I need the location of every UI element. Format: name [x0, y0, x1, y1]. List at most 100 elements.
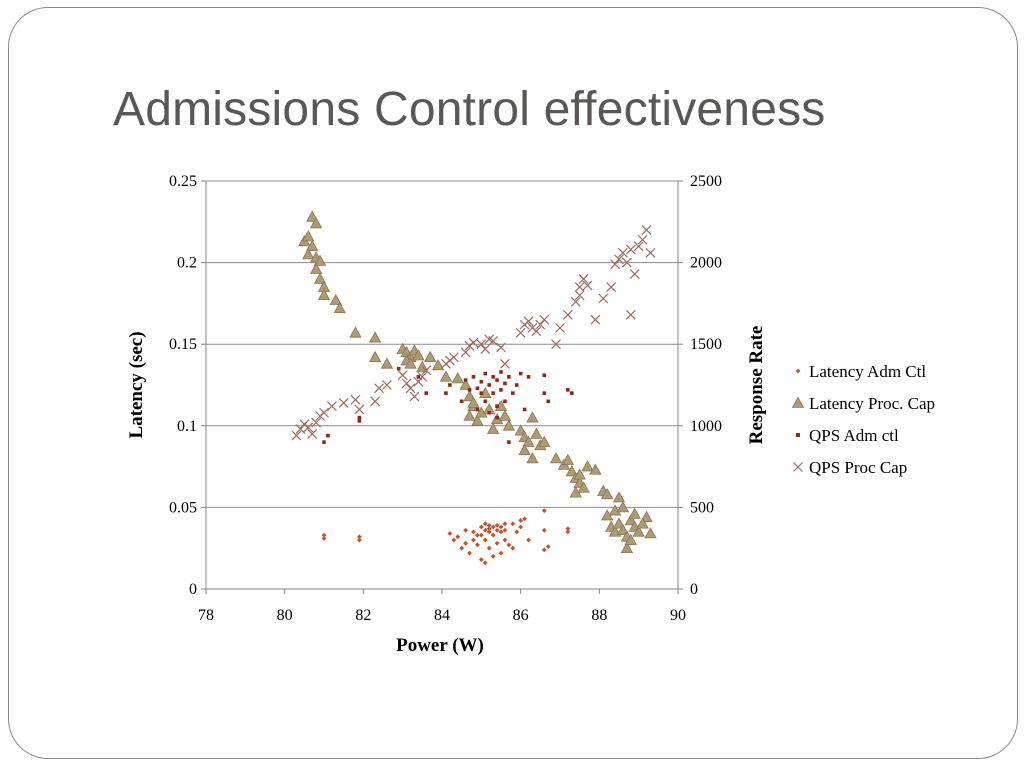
data-point: [636, 517, 649, 529]
data-point: [498, 409, 512, 421]
data-point: [491, 391, 495, 395]
legend-label: Latency Proc. Cap: [809, 394, 935, 413]
data-point: [463, 378, 468, 382]
data-point: [494, 527, 500, 533]
slide-frame: [8, 7, 1018, 759]
data-point: [606, 282, 617, 293]
data-point: [303, 422, 314, 433]
legend-label: Latency Adm Ctl: [809, 362, 926, 381]
y2-axis-title: Response Rate: [746, 326, 767, 445]
data-point: [641, 225, 652, 235]
data-point: [380, 357, 394, 369]
data-point: [319, 407, 329, 418]
data-point: [526, 537, 531, 543]
data-point: [551, 339, 561, 350]
data-point: [413, 376, 424, 387]
data-point: [494, 522, 500, 528]
data-point: [448, 352, 459, 363]
data-point: [307, 429, 318, 439]
data-point: [311, 417, 322, 428]
data-point: [309, 217, 323, 229]
data-point: [412, 349, 425, 361]
data-point: [306, 210, 319, 222]
legend-marker: [793, 462, 803, 472]
data-point: [569, 486, 582, 498]
data-point: [490, 524, 496, 530]
data-point: [463, 409, 476, 421]
data-point: [538, 435, 551, 447]
data-point: [475, 386, 480, 391]
data-point: [494, 540, 500, 546]
data-point: [475, 532, 480, 538]
data-point: [640, 510, 653, 522]
data-point: [421, 365, 432, 376]
data-point: [468, 337, 479, 348]
data-point: [482, 527, 488, 533]
data-point: [541, 527, 547, 533]
data-point: [321, 536, 327, 541]
data-point: [439, 370, 453, 382]
data-point: [522, 516, 527, 522]
data-point: [541, 547, 547, 553]
data-point: [357, 534, 362, 540]
x-tick-label: 82: [355, 607, 371, 624]
data-point: [382, 380, 392, 390]
data-point: [526, 375, 531, 379]
data-point: [522, 407, 527, 412]
data-point: [480, 344, 491, 355]
data-point: [502, 537, 508, 543]
data-point: [546, 399, 550, 404]
x-tick-label: 80: [277, 607, 293, 624]
legend-label: QPS Proc Cap: [809, 458, 907, 477]
data-point: [349, 326, 362, 338]
data-point: [549, 452, 563, 464]
y-tick-label: 0.05: [169, 499, 197, 516]
data-point: [479, 379, 484, 384]
data-point: [459, 399, 464, 404]
data-point: [500, 358, 510, 369]
data-point: [295, 424, 306, 434]
legend-label: QPS Adm ctl: [809, 426, 899, 445]
data-point: [478, 532, 484, 538]
y2-tick-label: 0: [690, 581, 698, 598]
data-point: [338, 398, 349, 408]
data-point: [448, 383, 452, 387]
data-point: [503, 381, 507, 386]
legend: Latency Adm Ctl Latency Proc. Cap QPS Adm …: [791, 362, 935, 477]
data-point: [644, 527, 657, 539]
data-point: [555, 322, 565, 333]
data-point: [417, 371, 428, 382]
data-point: [476, 339, 487, 350]
data-point: [350, 394, 361, 405]
data-point: [498, 550, 504, 556]
data-point: [612, 491, 626, 503]
x-tick-label: 78: [198, 607, 214, 624]
data-point: [507, 440, 511, 444]
data-point: [463, 540, 468, 546]
data-point: [506, 542, 512, 548]
data-point: [368, 350, 382, 363]
data-point: [574, 290, 585, 301]
data-point: [486, 422, 500, 434]
y2-tick-label: 1500: [690, 336, 722, 353]
data-point: [578, 273, 589, 284]
data-point: [518, 524, 524, 530]
data-point: [490, 532, 496, 538]
y-axis-title: Latency (sec): [126, 331, 147, 438]
data-point: [645, 247, 656, 258]
series-latency-proc-cap: [298, 210, 657, 553]
data-point: [502, 521, 508, 527]
data-point: [354, 404, 365, 415]
data-point: [499, 370, 503, 374]
slide-title: Admissions Control effectiveness: [113, 83, 826, 136]
series-qps-proc-cap: [291, 225, 656, 441]
gridlines: [206, 180, 678, 508]
data-point: [582, 280, 593, 291]
data-point: [486, 522, 492, 528]
data-point: [416, 375, 421, 379]
x-tick-label: 84: [434, 607, 450, 624]
data-point: [455, 534, 461, 540]
data-point: [475, 407, 480, 412]
data-point: [562, 309, 573, 320]
data-point: [460, 347, 471, 358]
